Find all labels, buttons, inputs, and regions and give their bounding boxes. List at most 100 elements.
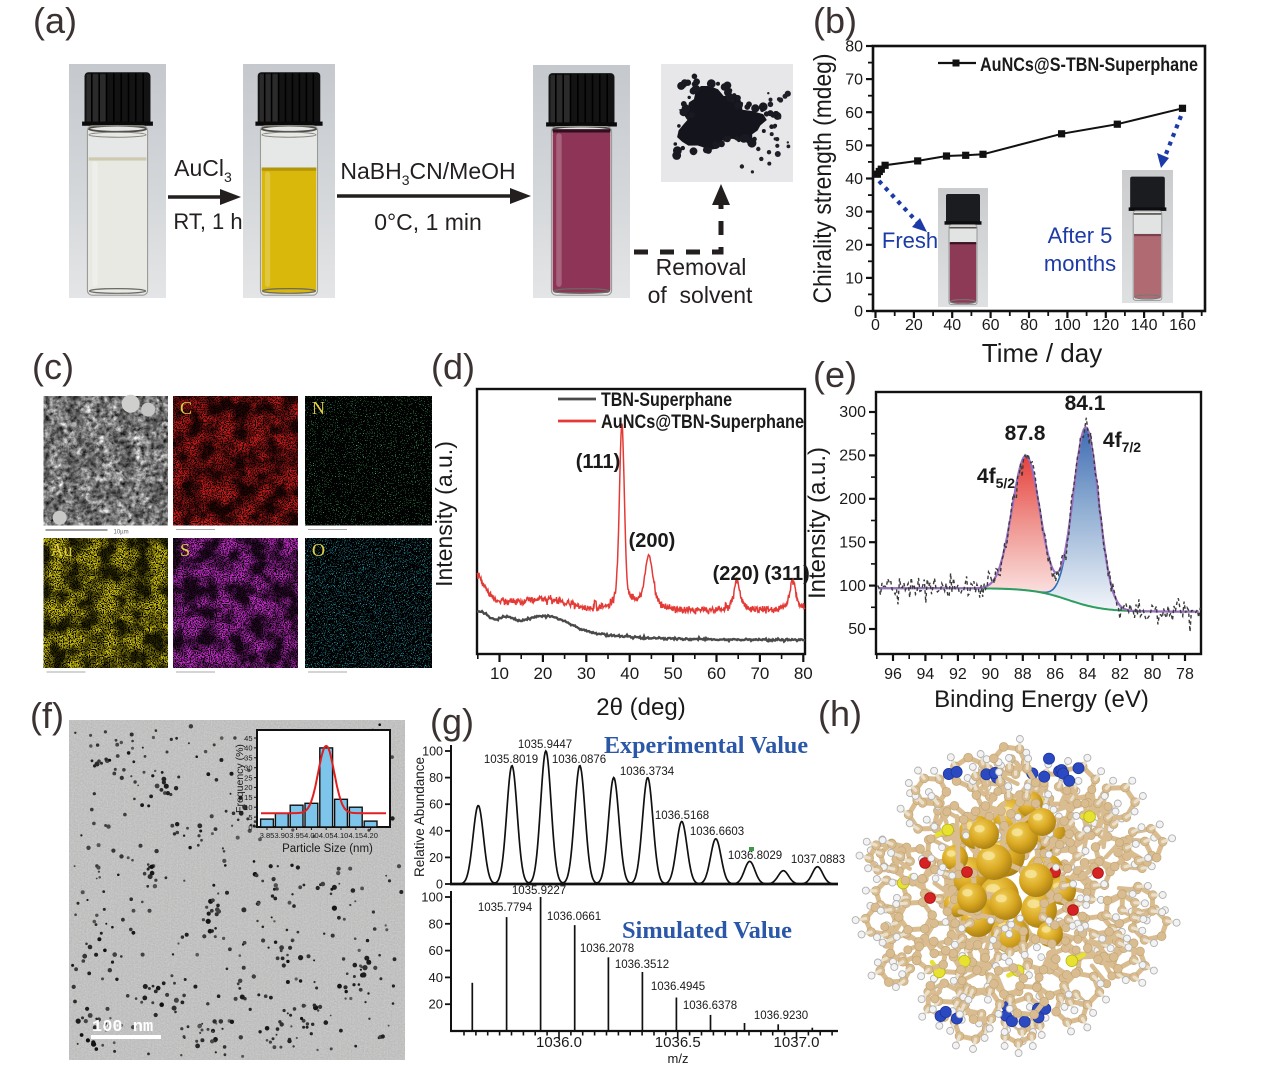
svg-text:80: 80 [429,916,443,931]
svg-text:of solvent: of solvent [648,282,753,308]
svg-text:1036.0: 1036.0 [536,1034,582,1051]
svg-text:60: 60 [429,798,443,812]
svg-text:50: 50 [845,138,863,155]
svg-text:20: 20 [845,237,863,254]
svg-text:250: 250 [839,448,866,465]
svg-text:5: 5 [248,813,252,822]
svg-text:(111): (111) [576,451,620,473]
svg-text:10: 10 [845,270,863,287]
svg-text:TBN-Superphane: TBN-Superphane [601,389,732,411]
svg-text:30: 30 [577,664,596,683]
svg-text:Chirality strength (mdeg): Chirality strength (mdeg) [809,54,837,304]
svg-text:40: 40 [845,171,863,188]
svg-text:87.8: 87.8 [1005,422,1046,445]
svg-text:60: 60 [707,664,726,683]
svg-text:1036.5: 1036.5 [655,1034,701,1051]
svg-text:150: 150 [839,534,866,551]
svg-text:10: 10 [490,664,509,683]
svg-text:Frequency (%): Frequency (%) [234,744,246,813]
svg-text:(200): (200) [629,530,676,552]
svg-text:1036.4945: 1036.4945 [651,981,705,993]
svg-text:0: 0 [248,823,252,832]
svg-text:Intensity (a.u.): Intensity (a.u.) [431,441,457,587]
svg-text:Fresh: Fresh [882,228,938,253]
svg-text:N: N [312,398,325,418]
svg-text:Relative Abundance: Relative Abundance [412,757,427,877]
svg-text:4.20: 4.20 [363,831,378,840]
svg-text:84.1: 84.1 [1065,392,1106,415]
svg-text:(d): (d) [431,346,475,387]
svg-text:100: 100 [839,578,866,595]
svg-text:AuCl3: AuCl3 [174,155,232,185]
svg-text:82: 82 [1111,666,1129,683]
svg-text:After 5: After 5 [1048,223,1113,248]
svg-text:1036.2078: 1036.2078 [580,943,634,955]
svg-text:80: 80 [429,771,443,785]
svg-text:Simulated Value: Simulated Value [622,918,792,944]
svg-text:1037.0883: 1037.0883 [791,854,845,866]
svg-text:20: 20 [429,997,443,1012]
svg-text:(b): (b) [813,0,857,41]
svg-text:1036.5168: 1036.5168 [655,810,709,822]
svg-text:80: 80 [845,39,863,56]
svg-text:1035.7794: 1035.7794 [478,902,533,914]
svg-text:Au: Au [51,540,73,560]
svg-text:100: 100 [1054,317,1081,334]
svg-text:40: 40 [429,970,443,985]
svg-text:160: 160 [1169,317,1196,334]
svg-text:4.00: 4.00 [304,831,319,840]
svg-text:20: 20 [429,851,443,865]
svg-text:94: 94 [917,666,935,683]
svg-text:1036.9230: 1036.9230 [754,1010,808,1022]
svg-text:140: 140 [1131,317,1158,334]
svg-text:10µm: 10µm [114,530,129,536]
svg-text:1036.0661: 1036.0661 [547,911,601,923]
svg-text:Experimental Value: Experimental Value [604,733,808,759]
svg-text:RT, 1 h: RT, 1 h [173,209,242,234]
svg-text:0°C, 1 min: 0°C, 1 min [374,209,482,235]
svg-text:80: 80 [794,664,813,683]
svg-text:Removal: Removal [656,254,747,280]
svg-text:20: 20 [905,317,923,334]
svg-text:80: 80 [1144,666,1162,683]
svg-text:4.05: 4.05 [319,831,334,840]
svg-text:Binding Energy (eV): Binding Energy (eV) [934,686,1149,713]
svg-text:NaBH3CN/MeOH: NaBH3CN/MeOH [340,158,515,188]
svg-text:4f5/2: 4f5/2 [977,465,1015,491]
svg-text:50: 50 [664,664,683,683]
svg-text:78: 78 [1176,666,1194,683]
svg-text:C: C [180,398,192,418]
svg-text:AuNCs@S-TBN-Superphane: AuNCs@S-TBN-Superphane [980,54,1198,76]
svg-text:4.10: 4.10 [334,831,349,840]
svg-text:Intensity (a.u.): Intensity (a.u.) [804,447,831,599]
svg-text:40: 40 [620,664,639,683]
svg-text:1036.3734: 1036.3734 [620,766,675,778]
svg-text:20: 20 [533,664,552,683]
svg-text:4.15: 4.15 [348,831,363,840]
svg-text:m/z: m/z [668,1051,689,1066]
svg-text:0: 0 [854,304,863,321]
svg-text:1036.6378: 1036.6378 [683,1000,737,1012]
svg-text:(311): (311) [764,563,810,585]
svg-text:88: 88 [1014,666,1032,683]
svg-text:4f7/2: 4f7/2 [1103,429,1141,455]
svg-text:O: O [312,540,325,560]
svg-text:(220): (220) [713,563,760,585]
svg-text:120: 120 [1092,317,1119,334]
svg-text:(c): (c) [32,346,74,387]
svg-text:1037.0: 1037.0 [774,1034,820,1051]
svg-text:40: 40 [943,317,961,334]
svg-text:(a): (a) [33,0,77,41]
svg-text:84: 84 [1079,666,1097,683]
svg-text:Time / day: Time / day [982,338,1102,368]
svg-text:0: 0 [871,317,880,334]
svg-text:1035.9227: 1035.9227 [512,885,566,897]
svg-text:2θ (deg): 2θ (deg) [596,694,685,721]
svg-text:1036.8029: 1036.8029 [728,850,782,862]
svg-text:months: months [1044,251,1116,276]
svg-text:90: 90 [981,666,999,683]
svg-text:1036.6603: 1036.6603 [690,826,744,838]
svg-text:AuNCs@TBN-Superphane: AuNCs@TBN-Superphane [601,411,804,433]
svg-text:1036.0876: 1036.0876 [552,754,606,766]
svg-text:1036.3512: 1036.3512 [615,959,669,971]
